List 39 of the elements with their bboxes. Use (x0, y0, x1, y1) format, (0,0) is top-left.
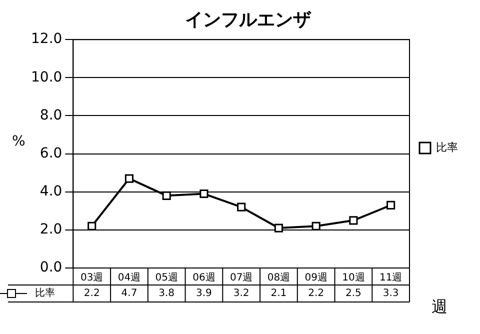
y-tick-label: 6.0 (40, 145, 62, 162)
data-label: 2.5 (345, 288, 362, 300)
y-tick-label: 4.0 (40, 184, 62, 200)
text: 比率 (35, 288, 56, 300)
y-tick-label: 8.0 (40, 107, 62, 124)
x-tick-label: 10週 (342, 272, 365, 284)
x-tick-label: 03週 (80, 272, 104, 284)
y-tick-label: 12.0 (31, 31, 62, 48)
x-tick-label: 05週 (155, 272, 178, 284)
y-tick-label: 10.0 (31, 69, 62, 86)
point (88, 222, 96, 230)
data-label: 2.2 (308, 288, 324, 300)
point (274, 224, 283, 232)
x-tick-label: 08週 (267, 272, 290, 284)
point (386, 200, 396, 210)
data-label: 3.2 (233, 288, 250, 300)
y-tick-label: 0.0 (40, 260, 62, 276)
legend-label: 比率 (436, 140, 458, 154)
data-label: 4.7 (121, 288, 138, 300)
x-tick-label: 04週 (118, 272, 141, 284)
y-tick-label: 2.0 (40, 222, 62, 238)
data-label: 2.2 (84, 288, 100, 300)
x-tick-label: 07週 (230, 272, 253, 284)
x-axis-title: 週 (432, 297, 448, 316)
chart-title: インフルエンザ (185, 9, 312, 30)
point (349, 216, 358, 225)
point (312, 222, 320, 230)
data-label: 3.3 (382, 288, 399, 300)
point (237, 202, 246, 212)
x-tick-label: 09週 (304, 272, 328, 284)
point (124, 174, 134, 183)
data-label: 3.9 (196, 288, 212, 300)
point (200, 189, 208, 198)
x-tick-label: 06週 (192, 272, 216, 284)
data-label: 2.1 (270, 288, 287, 300)
data-label: 3.8 (158, 288, 175, 300)
point (162, 191, 171, 200)
x-tick-label: 11週 (379, 272, 402, 284)
y-axis-title: % (12, 133, 26, 150)
